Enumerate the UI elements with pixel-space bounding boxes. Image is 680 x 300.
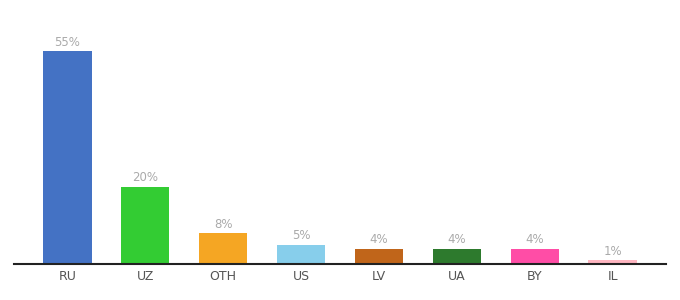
Text: 5%: 5%: [292, 229, 310, 242]
Bar: [277, 244, 325, 264]
Text: 55%: 55%: [54, 36, 80, 49]
Text: 4%: 4%: [447, 233, 466, 246]
Bar: [121, 187, 169, 264]
Bar: [44, 51, 92, 264]
Bar: [355, 248, 403, 264]
Bar: [432, 248, 481, 264]
Text: 4%: 4%: [526, 233, 544, 246]
Text: 20%: 20%: [133, 171, 158, 184]
Bar: [511, 248, 559, 264]
Bar: [199, 233, 248, 264]
Bar: [588, 260, 636, 264]
Text: 4%: 4%: [370, 233, 388, 246]
Text: 1%: 1%: [603, 245, 622, 258]
Text: 8%: 8%: [214, 218, 233, 231]
